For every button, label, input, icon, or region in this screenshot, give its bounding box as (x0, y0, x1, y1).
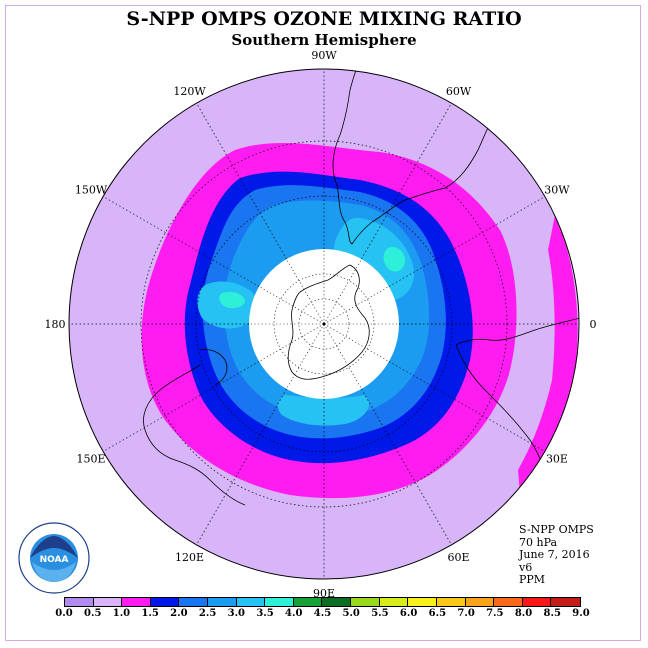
info-version: v6 (519, 560, 533, 574)
colorbar-tick-label: 8.0 (514, 608, 533, 619)
longitude-label: 30E (546, 453, 568, 466)
colorbar-bin (351, 598, 380, 606)
ozone-field (69, 69, 579, 579)
info-date: June 7, 2016 (519, 548, 590, 562)
colorbar-tick-label: 8.5 (543, 608, 561, 619)
colorbar-bin (522, 598, 552, 606)
parallel-circle (195, 195, 453, 453)
longitude-label: 60W (446, 85, 472, 98)
colorbar-bin (465, 598, 495, 606)
longitude-label: 150E (77, 453, 106, 466)
map-boundary (68, 68, 580, 580)
colorbar-bin (408, 598, 437, 606)
colorbar-tick-label: 1.5 (141, 608, 159, 619)
coastline-new-zealand (199, 349, 228, 386)
colorbar-tick-label: 9.0 (572, 608, 590, 619)
colorbar-bin (436, 598, 466, 606)
colorbar-tick-label: 7.5 (486, 608, 504, 619)
colorbar-tick-label: 7.0 (457, 608, 475, 619)
colorbar-bin (179, 598, 209, 606)
info-level: 70 hPa (519, 535, 558, 549)
longitude-label: 30W (544, 184, 570, 197)
colorbar-bin (551, 598, 580, 606)
colorbar (64, 597, 581, 607)
logo-text: NOAA (40, 555, 69, 565)
colorbar-bin (208, 598, 237, 606)
inner-parallel-circle (273, 273, 375, 375)
inner-parallel-circle (298, 298, 350, 350)
colorbar-tick-label: 2.5 (198, 608, 217, 619)
contour-3-5 (219, 246, 406, 309)
parallel-circle (140, 140, 508, 508)
colorbar-bin (293, 598, 323, 606)
longitude-label: 180 (45, 318, 66, 331)
contour-1-0-edge (518, 215, 578, 495)
colorbar-tick-label: 5.5 (371, 608, 389, 619)
longitude-label: 150W (75, 184, 108, 197)
coastline-australia (143, 364, 246, 506)
colorbar-tick-label: 4.5 (313, 608, 332, 619)
colorbar-tick-label: 3.5 (256, 608, 274, 619)
antarctica-outline (287, 264, 370, 380)
coastline-south-america-west (332, 69, 357, 186)
coastline-south-america (336, 107, 501, 245)
colorbar-bin (265, 598, 294, 606)
figure-frame (5, 5, 641, 641)
longitude-label: 0 (590, 318, 597, 331)
colorbar-tick-label: 0.5 (84, 608, 102, 619)
graticule-parallels (140, 140, 508, 508)
longitude-labels: 90W 60W 30W 0 30E 60E 90E 120E 150E 180 150W 120W (45, 49, 597, 600)
colorbar-ticks: 0.0 0.5 1.0 1.5 2.0 2.5 3.0 3.5 4.0 4.5 5.0 5.5 6.0 6… (0, 608, 648, 622)
colorbar-tick-label: 2.0 (170, 608, 188, 619)
longitude-label: 120W (173, 85, 206, 98)
inner-graticule (249, 249, 399, 399)
info-units: PPM (519, 573, 546, 587)
colorbar-tick-label: 4.0 (285, 608, 303, 619)
south-pole-marker (322, 322, 326, 326)
page-subtitle: Southern Hemisphere (231, 31, 417, 49)
info-instrument: S-NPP OMPS (519, 523, 594, 536)
colorbar-bin (379, 598, 409, 606)
colorbar-tick-label: 1.0 (112, 608, 131, 619)
colorbar-bin (93, 598, 123, 606)
colorbar-tick-label: 0.0 (55, 608, 73, 619)
longitude-label: 120E (175, 551, 204, 564)
colorbar-tick-label: 5.0 (342, 608, 360, 619)
colorbar-tick-label: 6.5 (428, 608, 447, 619)
colorbar-bin (150, 598, 180, 606)
colorbar-bin (65, 598, 94, 606)
longitude-label: 60E (447, 551, 469, 564)
colorbar-bin (494, 598, 523, 606)
page-title: S-NPP OMPS OZONE MIXING RATIO (126, 8, 522, 30)
colorbar-bin (236, 598, 266, 606)
noaa-logo-icon: NOAA (18, 522, 90, 594)
colorbar-bin (322, 598, 352, 606)
longitude-label: 90W (311, 49, 337, 62)
info-block: S-NPP OMPS 70 hPa June 7, 2016 v6 PPM (519, 523, 594, 587)
colorbar-tick-label: 3.0 (227, 608, 246, 619)
longitude-label: 90E (313, 587, 335, 600)
colorbar-tick-label: 6.0 (399, 608, 418, 619)
colorbar-bin (122, 598, 151, 606)
